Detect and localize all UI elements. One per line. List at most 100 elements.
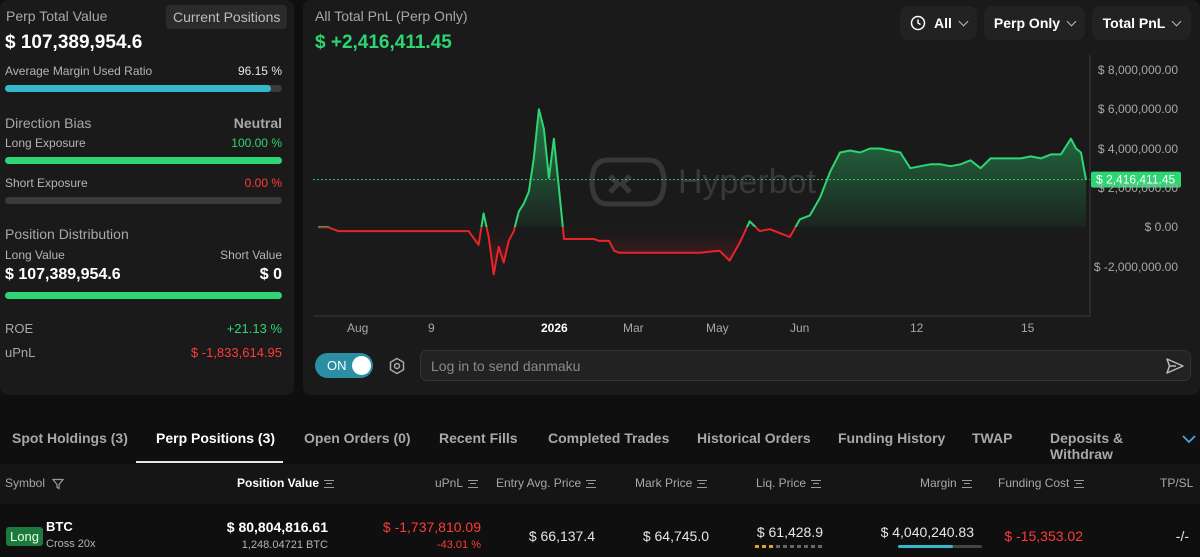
position-value: $ 80,804,816.61 bbox=[226, 519, 328, 535]
tab-open-orders[interactable]: Open Orders (0) bbox=[304, 430, 411, 446]
header-margin[interactable]: Margin bbox=[920, 476, 972, 490]
upnl-label: uPnL bbox=[5, 345, 36, 360]
header-position-value[interactable]: Position Value bbox=[237, 476, 335, 490]
pnl-line-positive bbox=[318, 108, 1087, 228]
tab-funding-history[interactable]: Funding History bbox=[838, 430, 946, 446]
x-axis-tick-label: Jun bbox=[790, 321, 810, 335]
perp-total-label: Perp Total Value bbox=[6, 8, 108, 24]
header-margin-label: Margin bbox=[920, 476, 957, 490]
watermark-text: Hyperbot bbox=[678, 162, 816, 201]
avg-margin-bar-fill bbox=[5, 85, 272, 92]
header-tpsl: TP/SL bbox=[1160, 476, 1194, 490]
pnl-area-chart[interactable]: $ 2,416,411.45 bbox=[303, 0, 1200, 395]
header-liq-price-label: Liq. Price bbox=[756, 476, 807, 490]
y-axis-tick-label: $ 2,000,000.00 bbox=[1097, 180, 1178, 195]
avg-margin-bar bbox=[5, 85, 282, 92]
side-badge: Long bbox=[6, 527, 43, 546]
metric-label: Total PnL bbox=[1102, 15, 1166, 31]
avg-margin-label: Average Margin Used Ratio bbox=[5, 64, 153, 78]
position-size: 1,248.04721 BTC bbox=[241, 539, 328, 551]
symbol[interactable]: BTC bbox=[46, 519, 73, 534]
header-symbol-label: Symbol bbox=[5, 476, 46, 490]
current-value-tag bbox=[1091, 171, 1181, 188]
x-axis-tick-label: 15 bbox=[1021, 321, 1035, 335]
chevron-down-icon[interactable] bbox=[1182, 434, 1196, 444]
filter-icon[interactable] bbox=[52, 478, 65, 490]
x-axis-tick-label: May bbox=[706, 321, 729, 335]
margin-value: $ 4,040,240.83 bbox=[880, 524, 974, 540]
tab-deposits-withdraw[interactable]: Deposits & Withdraw bbox=[1050, 430, 1124, 462]
mark-price: $ 64,745.0 bbox=[642, 528, 709, 544]
x-axis-tick-label: 12 bbox=[910, 321, 924, 335]
positions-table-header: Symbol Position Value uPnL Entry Avg. Pr… bbox=[0, 464, 1200, 504]
position-distribution-bar-fill bbox=[5, 292, 282, 299]
current-positions-chip[interactable]: Current Positions bbox=[166, 5, 288, 29]
hyperbot-logo-icon bbox=[589, 157, 667, 207]
y-axis-tick-label: $ 8,000,000.00 bbox=[1097, 62, 1178, 77]
header-entry-price[interactable]: Entry Avg. Price bbox=[496, 476, 597, 490]
header-funding-cost[interactable]: Funding Cost bbox=[998, 476, 1085, 490]
danmaku-toggle[interactable]: ON bbox=[315, 353, 373, 378]
liq-price: $ 61,428.9 bbox=[756, 524, 823, 540]
roe-value: +21.13 % bbox=[226, 321, 282, 336]
tab-bar: Spot Holdings (3) Perp Positions (3) Ope… bbox=[0, 414, 1200, 464]
short-exposure-bar bbox=[5, 197, 282, 204]
x-axis-tick-label: 9 bbox=[428, 321, 435, 335]
sort-icon bbox=[1074, 479, 1085, 488]
clock-icon bbox=[910, 15, 926, 31]
danmaku-input-placeholder: Log in to send danmaku bbox=[431, 358, 581, 374]
funding-cost: $ -15,353.02 bbox=[1004, 528, 1083, 544]
short-value: $ 0 bbox=[259, 266, 282, 283]
pnl-line-negative bbox=[318, 227, 797, 276]
liq-risk-indicator bbox=[755, 545, 822, 548]
entry-price: $ 66,137.4 bbox=[528, 528, 595, 544]
margin-bar-fill bbox=[898, 545, 953, 548]
upnl-value: $ -1,833,614.95 bbox=[190, 345, 282, 360]
tab-historical-orders[interactable]: Historical Orders bbox=[697, 430, 811, 446]
y-axis-tick-label: $ 6,000,000.00 bbox=[1097, 102, 1178, 117]
y-axis-tick-label: $ 4,000,000.00 bbox=[1097, 141, 1178, 156]
tab-twap[interactable]: TWAP bbox=[972, 430, 1013, 446]
pnl-area-positive bbox=[481, 109, 1086, 228]
perp-filter-label: Perp Only bbox=[993, 15, 1061, 31]
short-exposure-label: Short Exposure bbox=[5, 176, 88, 190]
leverage: Cross 20x bbox=[46, 538, 96, 550]
header-upnl[interactable]: uPnL bbox=[435, 476, 479, 490]
danmaku-input[interactable]: Log in to send danmaku bbox=[420, 350, 1191, 381]
sort-icon bbox=[586, 479, 597, 488]
tab-perp-positions[interactable]: Perp Positions (3) bbox=[156, 430, 276, 446]
long-exposure-value: 100.00 % bbox=[231, 136, 282, 150]
pnl-chart-panel: All Total PnL (Perp Only) $ +2,416,411.4… bbox=[303, 0, 1200, 395]
sort-icon bbox=[468, 479, 479, 488]
y-axis-tick-label: $ 0.00 bbox=[1144, 220, 1178, 235]
chart-total-value: $ +2,416,411.45 bbox=[315, 32, 452, 53]
x-axis-tick-label: 2026 bbox=[541, 321, 568, 335]
x-axis-tick-label: Aug bbox=[347, 321, 369, 335]
header-liq-price[interactable]: Liq. Price bbox=[756, 476, 822, 490]
tab-recent-fills[interactable]: Recent Fills bbox=[439, 430, 518, 446]
tab-completed-trades[interactable]: Completed Trades bbox=[548, 430, 670, 446]
perp-total-value: $ 107,389,954.6 bbox=[5, 32, 143, 53]
time-range-dropdown[interactable]: All bbox=[900, 6, 977, 40]
header-mark-price[interactable]: Mark Price bbox=[635, 476, 708, 490]
tpsl: -/- bbox=[1175, 528, 1189, 544]
header-mark-price-label: Mark Price bbox=[635, 476, 693, 490]
tab-spot-holdings[interactable]: Spot Holdings (3) bbox=[12, 430, 128, 446]
header-entry-price-label: Entry Avg. Price bbox=[496, 476, 582, 490]
sort-icon bbox=[697, 479, 708, 488]
position-distribution-bar bbox=[5, 292, 282, 299]
roe-label: ROE bbox=[5, 321, 34, 336]
send-icon[interactable] bbox=[1165, 356, 1185, 376]
perp-filter-dropdown[interactable]: Perp Only bbox=[984, 6, 1085, 40]
margin-bar bbox=[898, 545, 982, 548]
direction-bias-value: Neutral bbox=[233, 115, 282, 131]
x-axis-tick-label: Mar bbox=[623, 321, 644, 335]
metric-dropdown[interactable]: Total PnL bbox=[1092, 6, 1191, 40]
settings-icon[interactable] bbox=[388, 357, 406, 375]
header-symbol[interactable]: Symbol bbox=[5, 476, 65, 490]
long-value-label: Long Value bbox=[5, 248, 65, 262]
table-row[interactable]: Long BTC Cross 20x $ 80,804,816.61 1,248… bbox=[0, 505, 1200, 557]
chart-title: All Total PnL (Perp Only) bbox=[315, 8, 468, 24]
account-summary-panel: Perp Total Value Current Positions $ 107… bbox=[0, 0, 294, 395]
long-exposure-bar-fill bbox=[5, 157, 282, 164]
